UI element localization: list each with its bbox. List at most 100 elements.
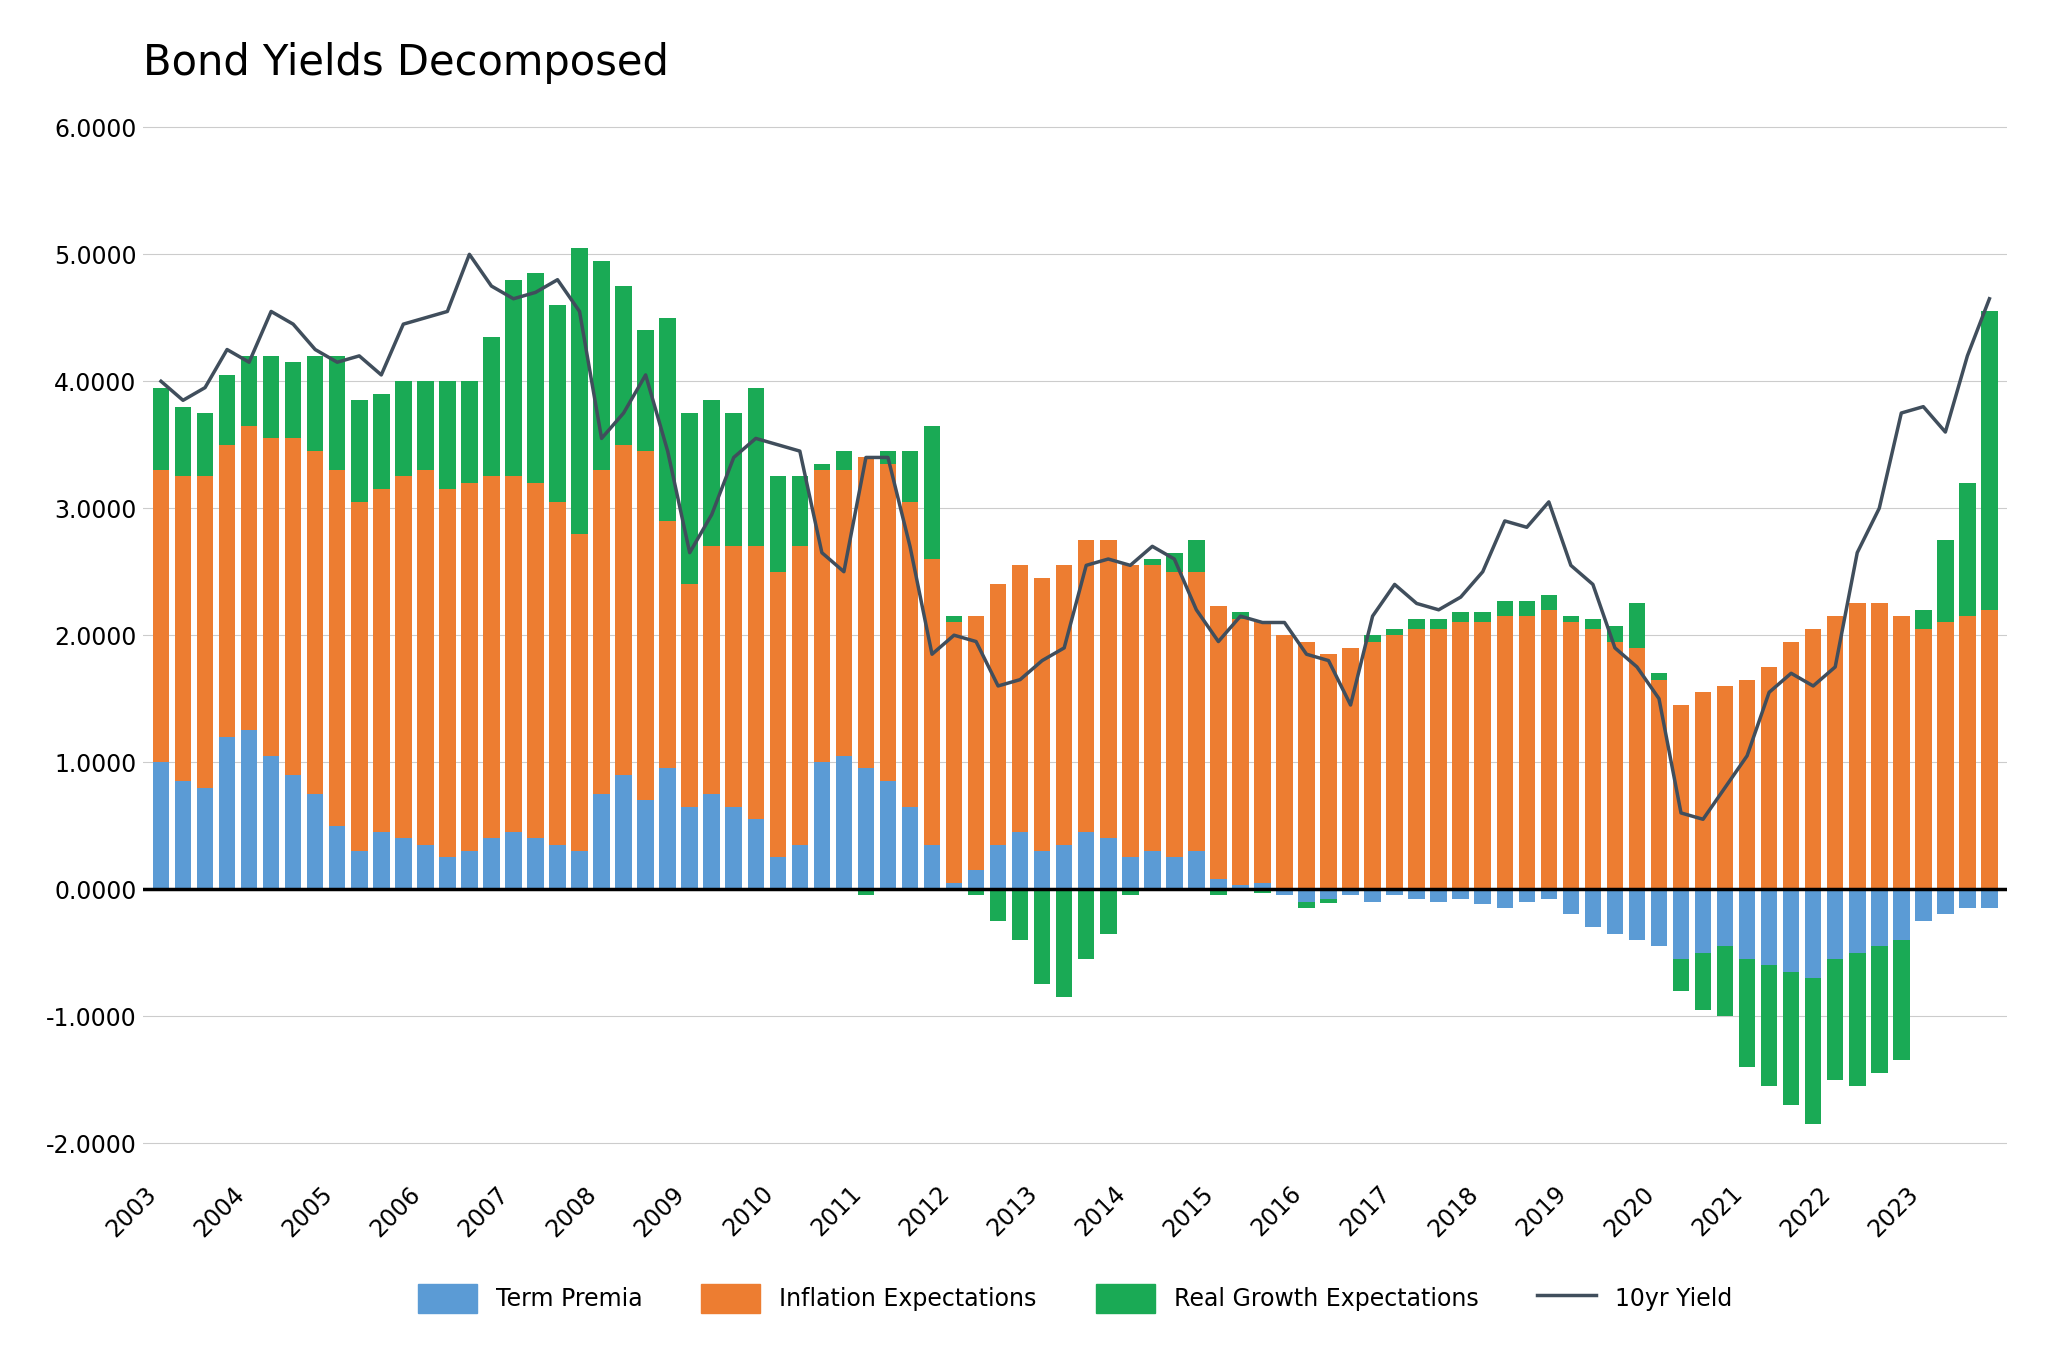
Bar	[483, 839, 500, 889]
Bar	[1872, 604, 1888, 889]
Bar	[748, 820, 764, 889]
Bar	[1012, 832, 1028, 889]
Bar	[461, 482, 477, 851]
Bar	[1872, 947, 1888, 1074]
Bar	[1452, 612, 1468, 623]
Bar	[1872, 889, 1888, 947]
Bar	[1784, 889, 1800, 971]
Bar	[154, 388, 170, 470]
Bar	[1077, 540, 1094, 832]
Bar	[1761, 667, 1778, 889]
Bar	[858, 769, 874, 889]
Bar	[1937, 889, 1954, 914]
Bar	[1739, 959, 1755, 1067]
Bar	[1628, 604, 1645, 647]
Bar	[682, 806, 698, 889]
Bar	[881, 781, 897, 889]
Bar	[330, 357, 346, 470]
Bar	[1827, 959, 1843, 1079]
Bar	[1012, 889, 1028, 940]
Bar	[813, 470, 829, 762]
Bar	[725, 546, 741, 806]
Bar	[969, 870, 985, 889]
Bar	[373, 393, 389, 489]
Bar	[1651, 889, 1667, 947]
Bar	[330, 470, 346, 825]
Bar	[1518, 601, 1536, 616]
Bar	[1034, 851, 1051, 889]
Bar	[946, 623, 963, 882]
Bar	[881, 464, 897, 781]
Bar	[330, 825, 346, 889]
Bar	[1276, 635, 1292, 889]
Bar	[901, 451, 918, 501]
Bar	[1452, 889, 1468, 899]
Bar	[174, 407, 190, 477]
Bar	[1849, 952, 1866, 1086]
Bar	[1937, 623, 1954, 889]
Bar	[1100, 540, 1116, 839]
Bar	[1165, 553, 1182, 572]
Bar	[1892, 616, 1909, 889]
Bar	[1341, 647, 1358, 889]
Bar	[1651, 680, 1667, 889]
Bar	[1585, 619, 1602, 628]
Bar	[262, 357, 279, 438]
Bar	[1696, 952, 1712, 1009]
Bar	[1321, 899, 1337, 903]
Bar	[1253, 889, 1270, 893]
Bar	[1122, 889, 1139, 896]
Bar	[1980, 889, 1997, 908]
Bar	[1210, 878, 1227, 889]
Bar	[1608, 642, 1624, 889]
Bar	[702, 546, 721, 794]
Bar	[242, 426, 258, 731]
Bar	[1364, 889, 1380, 902]
Bar	[637, 331, 653, 451]
Bar	[373, 489, 389, 832]
Legend: Term Premia, Inflation Expectations, Real Growth Expectations, 10yr Yield: Term Premia, Inflation Expectations, Rea…	[406, 1272, 1745, 1325]
Bar	[1497, 601, 1513, 616]
Bar	[659, 520, 676, 769]
Bar	[1608, 889, 1624, 933]
Bar	[1057, 844, 1073, 889]
Bar	[1673, 705, 1690, 889]
Bar	[770, 858, 786, 889]
Bar	[285, 438, 301, 775]
Bar	[1145, 851, 1161, 889]
Bar	[483, 477, 500, 839]
Bar	[836, 755, 852, 889]
Bar	[1145, 566, 1161, 851]
Bar	[946, 882, 963, 889]
Bar	[1937, 540, 1954, 623]
Bar	[307, 794, 324, 889]
Bar	[1716, 889, 1733, 947]
Bar	[154, 762, 170, 889]
Bar	[1849, 889, 1866, 952]
Bar	[1034, 578, 1051, 851]
Bar	[307, 451, 324, 794]
Bar	[1321, 889, 1337, 899]
Bar	[1563, 889, 1579, 914]
Bar	[1696, 693, 1712, 889]
Bar	[1253, 882, 1270, 889]
Bar	[549, 844, 565, 889]
Bar	[526, 839, 543, 889]
Bar	[571, 534, 588, 851]
Bar	[1057, 566, 1073, 844]
Bar	[1298, 902, 1315, 908]
Bar	[858, 889, 874, 896]
Bar	[1321, 654, 1337, 889]
Bar	[1696, 889, 1712, 952]
Bar	[682, 413, 698, 585]
Bar	[1430, 628, 1448, 889]
Bar	[748, 546, 764, 820]
Bar	[418, 470, 434, 844]
Bar	[1475, 623, 1491, 889]
Bar	[1034, 889, 1051, 985]
Bar	[969, 616, 985, 870]
Bar	[1188, 851, 1204, 889]
Bar	[748, 388, 764, 546]
Bar	[1210, 607, 1227, 878]
Bar	[614, 775, 633, 889]
